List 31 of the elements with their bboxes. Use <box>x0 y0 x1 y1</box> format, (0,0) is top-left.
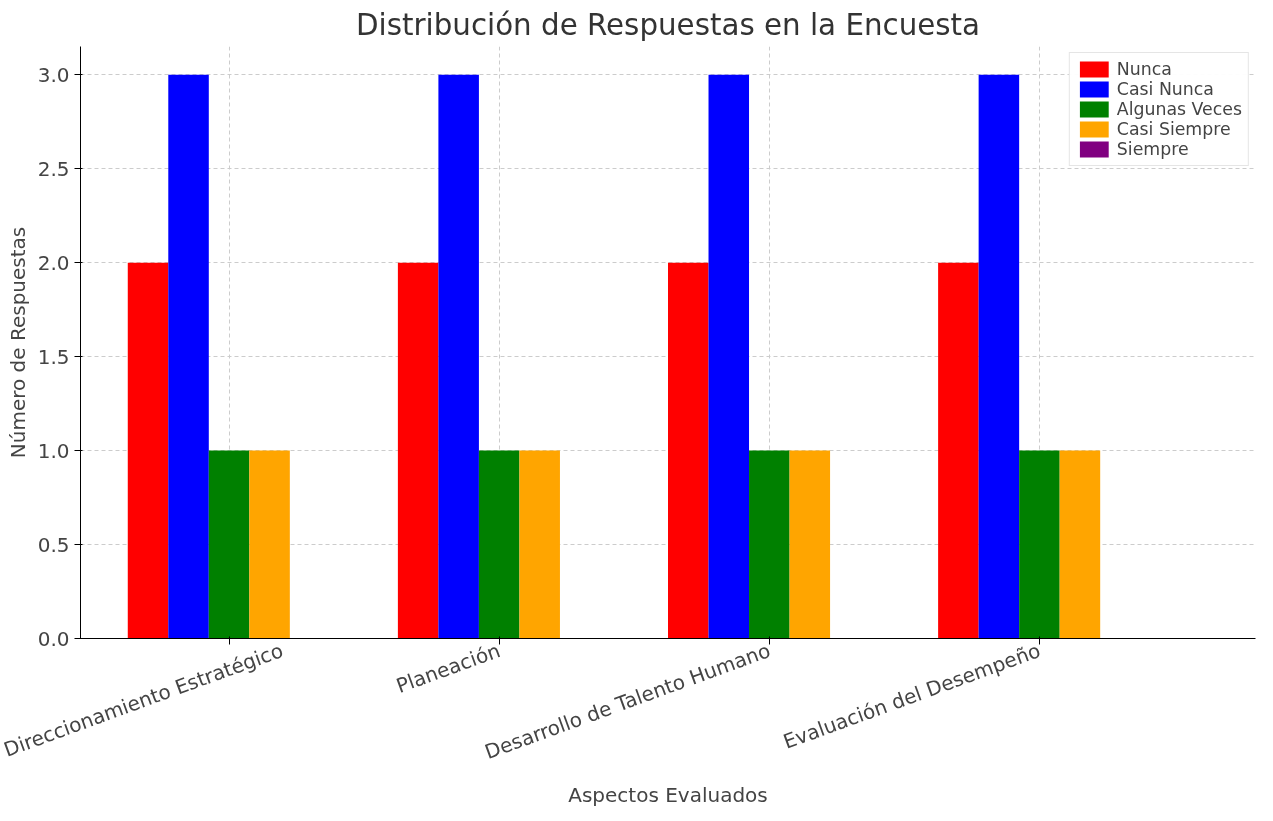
bar <box>438 74 479 639</box>
y-tick-label: 2.5 <box>37 156 70 181</box>
legend-label: Casi Siempre <box>1116 119 1231 139</box>
bar <box>789 450 831 639</box>
y-tick-label: 1.5 <box>37 344 70 369</box>
x-axis-title: Aspectos Evaluados <box>568 783 768 808</box>
bar <box>1019 450 1060 639</box>
bar <box>978 74 1020 639</box>
bar <box>708 74 750 639</box>
bar <box>749 450 790 639</box>
bar <box>938 262 979 639</box>
bar <box>397 262 439 639</box>
bar <box>1059 450 1101 639</box>
bar <box>519 450 560 639</box>
legend-label: Siempre <box>1116 139 1189 159</box>
chart-title: Distribución de Respuestas en la Encuesta <box>355 7 981 42</box>
y-axis-title: Número de Respuestas <box>5 226 30 459</box>
bar <box>668 262 709 639</box>
y-tick-label: 1.0 <box>37 438 70 463</box>
legend-label: Casi Nunca <box>1116 79 1214 99</box>
y-tick-label: 0.5 <box>37 532 70 557</box>
legend-label: Algunas Veces <box>1116 99 1242 119</box>
legend-label: Nunca <box>1116 59 1172 79</box>
bar <box>478 450 520 639</box>
y-tick-label: 0.0 <box>37 626 70 651</box>
bar <box>249 450 290 639</box>
y-tick-label: 2.0 <box>37 250 70 275</box>
y-tick-label: 3.0 <box>37 62 70 87</box>
bar <box>208 450 250 639</box>
bar <box>127 262 169 639</box>
bar <box>168 74 209 639</box>
